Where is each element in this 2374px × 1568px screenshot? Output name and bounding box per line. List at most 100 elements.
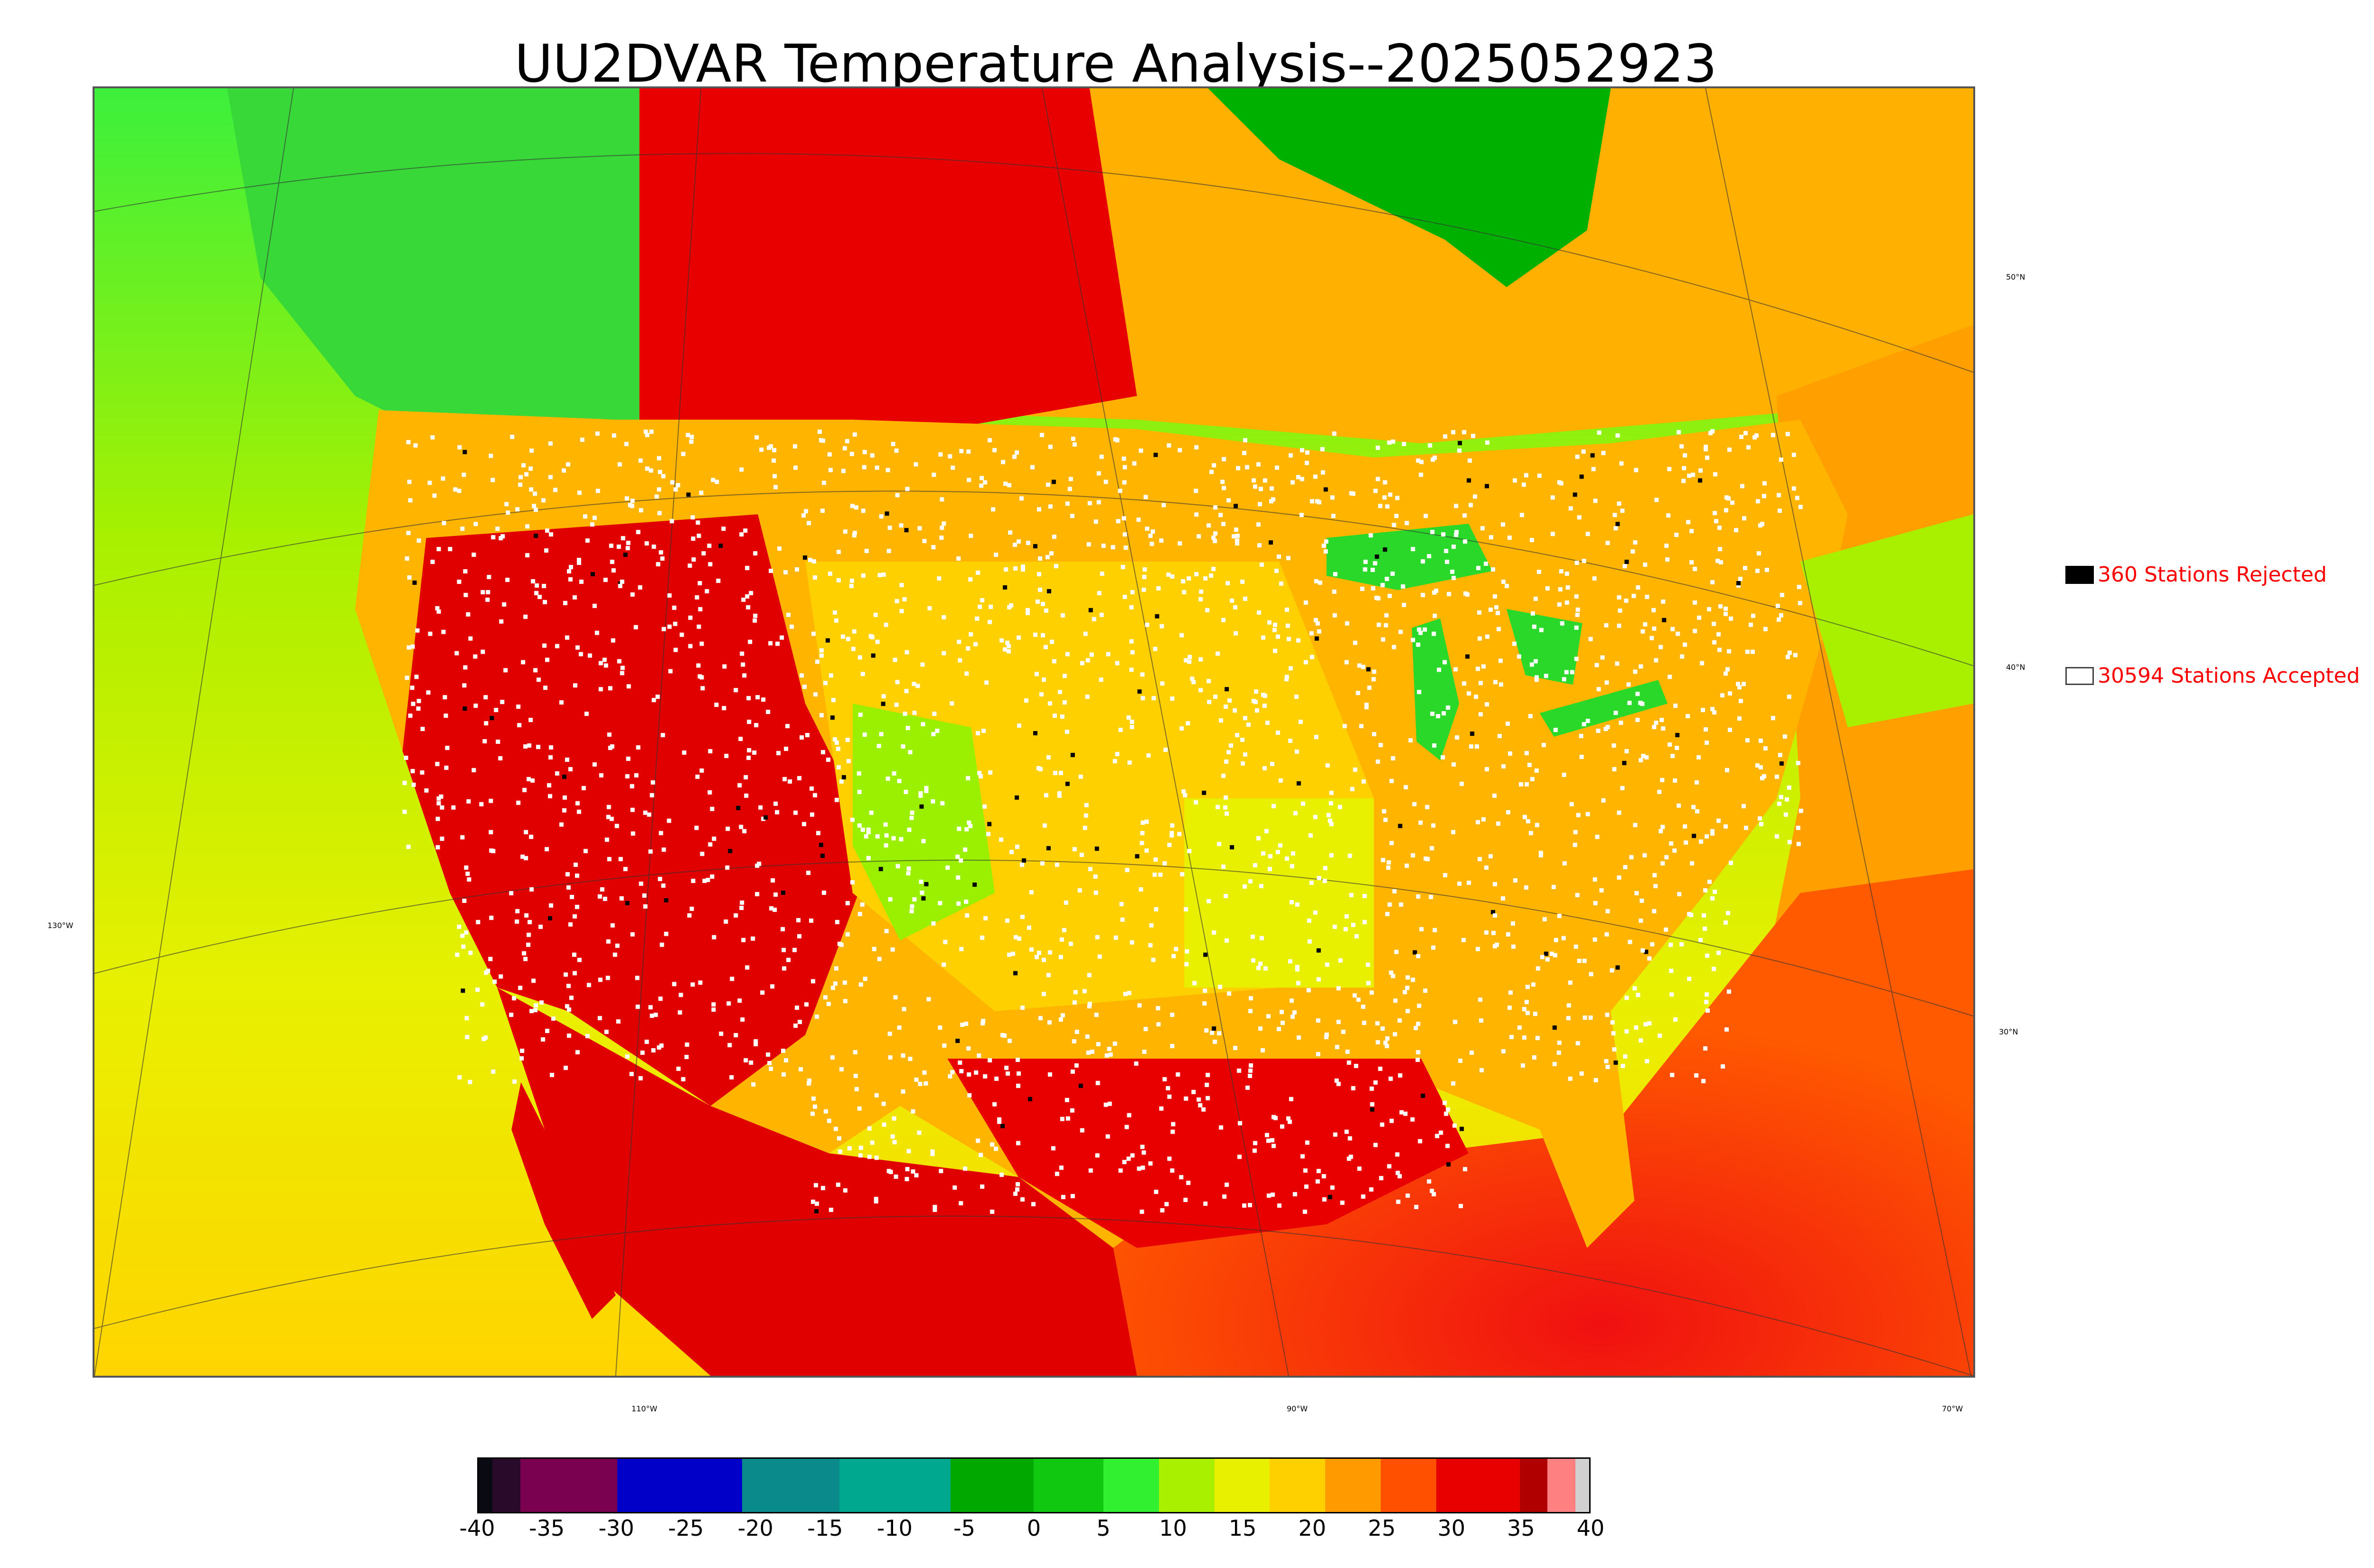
station-marker: [1577, 515, 1582, 520]
station-marker: [1289, 998, 1294, 1003]
station-marker: [820, 1186, 825, 1191]
station-marker: [1170, 696, 1175, 701]
station-marker: [801, 822, 806, 826]
station-marker: [550, 1072, 555, 1077]
station-marker: [712, 836, 716, 841]
rejected-label: 360 Stations Rejected: [2098, 563, 2327, 587]
station-marker: [691, 557, 696, 562]
station-marker: [1196, 534, 1201, 539]
station-marker: [939, 535, 944, 540]
station-marker: [1375, 554, 1379, 559]
station-marker: [688, 644, 693, 648]
station-marker: [888, 897, 893, 901]
station-marker: [1160, 681, 1165, 686]
station-marker: [1704, 447, 1708, 451]
station-marker: [968, 824, 973, 828]
station-marker: [1639, 898, 1644, 903]
station-marker: [688, 563, 692, 568]
station-marker: [1416, 1050, 1421, 1054]
station-marker: [1677, 803, 1681, 808]
station-marker: [870, 635, 875, 639]
lat-label-50n: 50°N: [2006, 272, 2025, 282]
station-marker: [746, 755, 751, 760]
station-marker: [1451, 575, 1456, 580]
station-marker: [1379, 1176, 1384, 1181]
station-marker: [973, 642, 978, 647]
station-marker: [565, 872, 570, 877]
station-marker: [1389, 779, 1394, 783]
station-marker: [1436, 714, 1441, 719]
station-marker: [1186, 721, 1190, 726]
station-marker: [658, 996, 663, 1001]
station-marker: [1787, 695, 1791, 699]
station-marker: [544, 548, 549, 553]
station-marker: [1734, 528, 1739, 533]
station-marker: [1639, 1038, 1643, 1043]
station-marker: [468, 636, 473, 641]
station-marker: [979, 774, 983, 779]
station-marker: [1419, 927, 1424, 931]
station-marker: [886, 468, 890, 472]
station-marker: [1541, 742, 1546, 747]
station-marker: [1237, 1068, 1242, 1073]
station-marker: [1034, 672, 1039, 676]
colorbar-segment: [1575, 1459, 1589, 1512]
station-marker: [1145, 622, 1149, 627]
station-marker: [541, 1037, 546, 1042]
station-marker: [1455, 735, 1460, 740]
station-marker: [892, 1116, 896, 1121]
station-marker: [659, 942, 664, 947]
gulf-of-mexico: [1042, 869, 1973, 1376]
station-marker: [836, 1183, 840, 1187]
station-marker: [1692, 834, 1696, 838]
station-marker: [1107, 1101, 1112, 1106]
station-marker: [1000, 1124, 1005, 1128]
station-marker: [1589, 972, 1593, 976]
station-marker: [845, 439, 849, 443]
station-marker: [1174, 947, 1178, 951]
station-marker: [1485, 440, 1490, 445]
station-marker: [977, 1053, 981, 1058]
station-marker: [1378, 742, 1383, 747]
legend-accepted: 30594 Stations Accepted: [2065, 664, 2360, 688]
station-marker: [1035, 599, 1040, 604]
station-marker: [1432, 928, 1437, 932]
station-marker: [1764, 568, 1769, 572]
station-marker: [406, 845, 411, 849]
station-marker: [1530, 777, 1535, 781]
station-marker: [1460, 781, 1464, 786]
station-marker: [1473, 494, 1478, 499]
station-marker: [1070, 514, 1074, 518]
station-marker: [813, 1183, 818, 1188]
station-marker: [1234, 631, 1238, 636]
station-marker: [1375, 445, 1380, 450]
station-marker: [1434, 588, 1439, 593]
station-marker: [1594, 663, 1599, 667]
station-marker: [920, 891, 924, 895]
station-marker: [595, 488, 600, 493]
station-marker: [846, 759, 851, 763]
station-marker: [1039, 432, 1044, 437]
station-marker: [1532, 1055, 1536, 1060]
station-marker: [1351, 1086, 1356, 1090]
station-marker: [1533, 1012, 1537, 1016]
station-marker: [914, 462, 918, 467]
station-marker: [529, 887, 534, 892]
station-marker: [942, 651, 946, 656]
station-marker: [1261, 635, 1266, 640]
station-marker: [516, 800, 521, 805]
station-marker: [1658, 645, 1663, 649]
station-marker: [917, 1130, 922, 1135]
colorbar-tick-label: -5: [953, 1515, 975, 1541]
station-marker: [1166, 572, 1171, 577]
lat-label-30n: 30°N: [1999, 1027, 2018, 1036]
station-marker: [612, 433, 616, 438]
station-marker: [562, 774, 566, 779]
station-marker: [1613, 526, 1618, 531]
map-svg: [94, 88, 1973, 1376]
station-marker: [873, 612, 878, 617]
station-marker: [1779, 457, 1783, 462]
station-marker: [1013, 543, 1017, 547]
station-marker: [1661, 726, 1666, 731]
station-marker: [881, 702, 886, 706]
